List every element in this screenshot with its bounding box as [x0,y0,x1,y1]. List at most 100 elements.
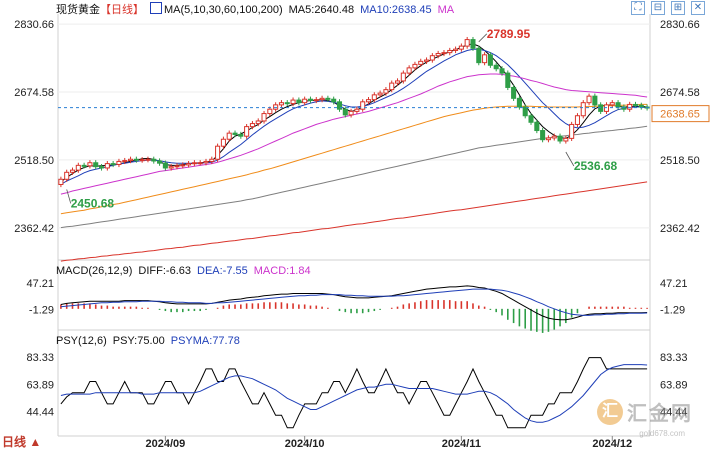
candle-body [284,102,290,105]
candle-body [278,102,284,106]
macd-dea-line [60,288,648,316]
candle-body [307,98,314,102]
candle-body [377,92,383,96]
psy-tick-left: 83.33 [26,352,54,364]
psy-tick-right: 63.89 [660,379,688,391]
x-tick-label: 2024/09 [145,438,185,450]
candle-body [627,103,633,110]
macd-tick-right: 47.21 [660,278,688,290]
ma-legend-icon[interactable] [150,2,162,14]
ma10-value: MA10:2638.45 [360,4,432,16]
candle-body [319,97,325,101]
candle-body [162,162,168,169]
price-tick-right: 2674.58 [660,87,700,99]
candle-body [511,86,517,99]
candle-body [447,49,453,54]
candle-body [64,171,70,180]
ma-line-ma5 [60,43,648,183]
candle-body [598,104,604,112]
candle-body [482,54,488,64]
ma-line-ma60 [60,103,648,215]
price-tick-left: 2518.50 [14,155,54,167]
candle-body [545,137,551,141]
candle-body [453,48,459,51]
candle-body [441,52,447,55]
candle-body [638,104,644,108]
candle-body [122,160,128,163]
candle-body [435,53,441,57]
main-header: 现货黄金【日线】 MA(5,10,30,60,100,200) MA5:2640.4… [56,2,460,16]
arrange-icon[interactable]: ⊞ [671,1,685,15]
candle-body [209,158,215,162]
macd-tick-left: 47.21 [26,278,54,290]
candle-body [145,158,151,161]
annotation-leader [565,151,575,167]
candle-body [615,102,621,108]
candle-body [592,95,598,106]
ma-line-ma10 [60,48,648,185]
annotation-high: 2789.95 [487,27,531,41]
x-tick-label: 2024/11 [442,438,481,450]
candle-body [226,132,232,140]
macd-header: MACD(26,12,9) DIFF:-6.63 DEA:-7.55 MACD:1.8… [56,264,317,278]
candle-body [296,99,302,104]
candle-body [499,68,505,74]
shrink-icon[interactable]: ⊟ [651,1,665,15]
psy-tick-left: 44.44 [26,407,54,419]
ma-line-ma200 [60,181,648,262]
watermark-glyph: 汇 [597,398,623,425]
candle-body [574,115,580,125]
macd-tick-right: -1.29 [660,305,685,317]
candle-body [365,99,372,103]
current-price-label: 2638.65 [660,109,700,121]
candle-body [267,108,273,115]
price-tick-right: 2830.66 [660,19,700,31]
annotation-leader [66,189,72,204]
psy-value: PSY:75.00 [112,335,165,347]
candle-body [354,108,360,112]
psy-tick-left: 63.89 [26,379,54,391]
candle-body [273,104,279,110]
candle-body [249,123,255,128]
psy-header: PSY(12,6) PSY:75.00 PSYMA:77.78 [56,334,246,348]
price-tick-left: 2830.66 [14,19,54,31]
candle-body [325,97,331,100]
psy-tick-right: 83.33 [660,352,688,364]
candle-body [133,158,139,161]
candle-body [406,67,412,74]
candle-body [412,63,418,69]
candle-body [569,123,575,139]
candle-body [505,72,511,88]
candle-body [342,108,348,116]
x-tick-label: 2024/12 [592,438,632,450]
candle-body [203,160,209,164]
candle-body [383,89,389,94]
candle-body [464,39,470,47]
close-icon[interactable]: ✕ [691,1,705,15]
candle-body [151,158,157,162]
candle-body [244,126,250,137]
candle-body [232,132,238,135]
candle-body [75,164,81,171]
candle-body [470,39,476,49]
ma-line-ma30 [60,73,648,195]
candle-body [493,64,499,70]
psy-tick-right: 44.44 [660,407,688,419]
candle-body [81,164,87,167]
ma5-value: MA5:2640.48 [288,4,355,16]
candle-body [104,163,110,169]
annotation-leader [478,33,488,43]
candle-body [394,80,401,84]
candle-body [603,104,610,112]
period-tag[interactable]: 日线 ▲ [2,435,42,449]
psy-psyma-line [60,364,648,423]
candle-body [168,166,174,169]
candle-body [215,145,221,160]
expand-icon[interactable]: ⛶ [631,1,645,15]
price-tick-left: 2362.42 [14,223,54,235]
candle-body [197,162,203,165]
candle-body [116,160,122,165]
candle-body [261,113,267,122]
